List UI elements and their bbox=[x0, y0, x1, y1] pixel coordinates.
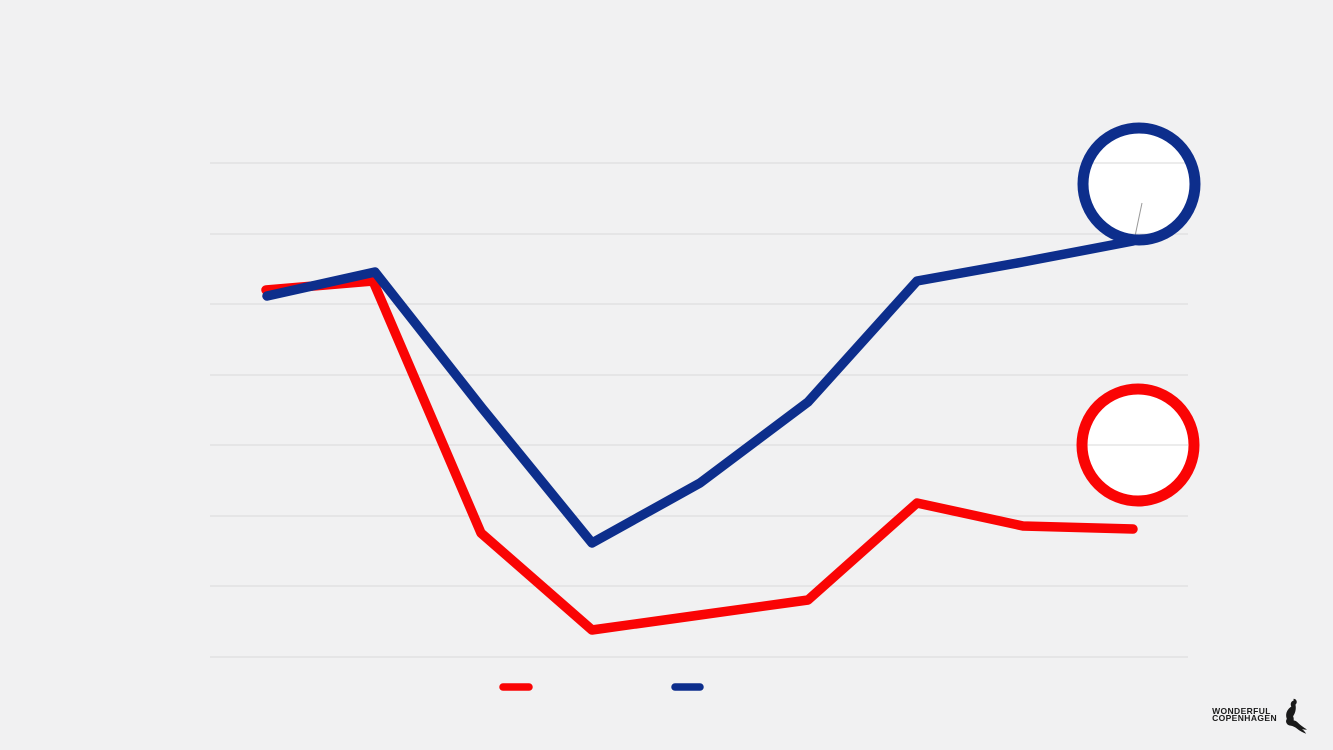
logo-text-line2: COPENHAGEN bbox=[1212, 713, 1277, 723]
logo-text-line1: WONDERFUL bbox=[1212, 705, 1271, 716]
annotation-circle-red bbox=[1076, 383, 1200, 507]
annotation-circle-navy bbox=[1077, 122, 1201, 246]
navy-series-line bbox=[262, 236, 1138, 548]
mermaid-icon bbox=[1286, 698, 1307, 734]
logo-text: WONDERFUL COPENHAGEN bbox=[1212, 705, 1277, 723]
red-series-line bbox=[261, 276, 1138, 635]
wonderful-copenhagen-logo: WONDERFUL COPENHAGEN bbox=[1212, 698, 1311, 740]
annotation-circle-navy-fill bbox=[1083, 128, 1195, 240]
